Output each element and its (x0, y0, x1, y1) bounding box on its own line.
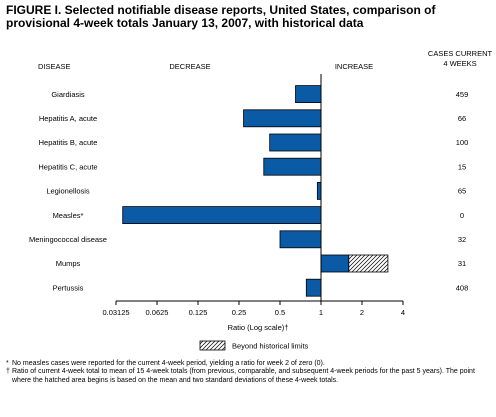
footnote-symbol: * (6, 360, 9, 367)
case-count: 32 (458, 235, 466, 244)
figure-title: FIGURE I. Selected notifiable disease re… (6, 3, 436, 30)
case-count: 408 (456, 283, 469, 292)
category-label: Hepatitis C, acute (38, 162, 97, 171)
footnote-symbol: † (6, 368, 10, 376)
x-tick-label: 0.125 (189, 308, 208, 317)
category-label: Legionellosis (46, 187, 90, 196)
case-count: 15 (458, 162, 466, 171)
category-labels: Giardiasis Hepatitis A, acute Hepatitis B,… (29, 90, 107, 293)
header-increase: INCREASE (335, 62, 373, 71)
case-count: 459 (456, 90, 469, 99)
category-label: Pertussis (53, 283, 84, 292)
footnote-measles: * No measles cases were reported for the… (6, 360, 490, 368)
bar (320, 254, 350, 273)
case-count: 66 (458, 114, 466, 123)
x-tick-label: 0.25 (232, 308, 247, 317)
bar (122, 206, 322, 225)
category-label: Meningococcal disease (29, 235, 107, 244)
legend-label: Beyond historical limits (232, 342, 309, 351)
case-count: 0 (460, 211, 464, 220)
header-cases-line2: 4 WEEKS (443, 59, 476, 68)
x-axis: 0.03125 0.0625 0.125 0.25 0.5 1 2 4 (102, 74, 405, 317)
x-tick-label: 0.5 (275, 308, 285, 317)
chart: DISEASE DECREASE INCREASE CASES CURRENT … (29, 49, 493, 351)
category-label: Giardiasis (51, 90, 85, 99)
bar (316, 181, 322, 200)
category-label: Measles* (53, 211, 84, 220)
x-tick-label: 4 (401, 308, 405, 317)
category-label: Hepatitis B, acute (39, 138, 98, 147)
bars (122, 85, 389, 297)
bar-beyond-limits (348, 254, 389, 273)
header-cases-line1: CASES CURRENT (428, 49, 493, 58)
bar (269, 133, 322, 152)
case-counts: 459 66 100 15 65 0 32 31 408 (456, 90, 469, 293)
header-decrease: DECREASE (169, 62, 210, 71)
bar (295, 85, 322, 103)
bar (243, 109, 322, 128)
bar (305, 278, 322, 297)
case-count: 65 (458, 187, 466, 196)
header-disease: DISEASE (38, 62, 71, 71)
category-label: Mumps (56, 259, 81, 268)
case-count: 100 (456, 138, 469, 147)
footnotes: * No measles cases were reported for the… (6, 360, 490, 385)
footnote-ratio: † Ratio of current 4-week total to mean … (6, 368, 490, 385)
x-tick-label: 0.0625 (146, 308, 169, 317)
x-axis-label: Ratio (Log scale)† (228, 323, 289, 332)
bar (263, 157, 322, 176)
bar (279, 230, 322, 249)
x-tick-label: 2 (360, 308, 364, 317)
footnote-text: No measles cases were reported for the c… (12, 360, 325, 367)
case-count: 31 (458, 259, 466, 268)
category-label: Hepatitis A, acute (39, 114, 97, 123)
legend-swatch (199, 340, 226, 351)
x-tick-label: 1 (319, 308, 323, 317)
footnote-text: Ratio of current 4-week total to mean of… (12, 368, 475, 384)
x-tick-label: 0.03125 (102, 308, 129, 317)
